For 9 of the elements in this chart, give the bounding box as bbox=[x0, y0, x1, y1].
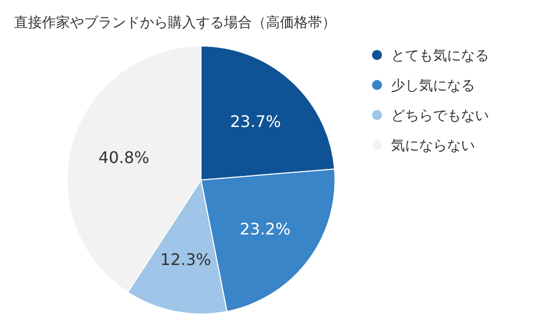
chart-title: 直接作家やブランドから購入する場合（高価格帯） bbox=[14, 15, 336, 31]
data-label: 23.2% bbox=[240, 219, 291, 238]
legend-label: とても気になる bbox=[391, 48, 489, 64]
data-label: 40.8% bbox=[98, 148, 150, 168]
data-label: 12.3% bbox=[160, 250, 212, 269]
data-label: 23.7% bbox=[230, 112, 281, 131]
legend-label: 気にならない bbox=[391, 138, 475, 154]
legend-label: どちらでもない bbox=[391, 108, 489, 124]
legend-label: 少し気になる bbox=[391, 78, 475, 94]
